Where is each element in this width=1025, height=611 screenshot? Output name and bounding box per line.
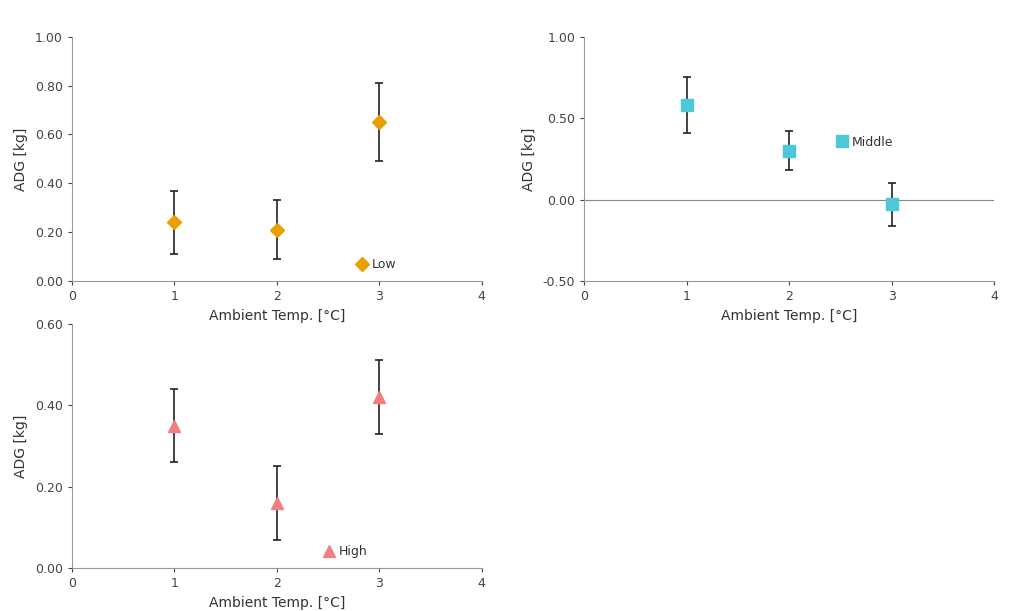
Line: Middle: Middle [682, 100, 897, 210]
Low [168, 219, 180, 226]
Legend: High: High [324, 545, 368, 558]
Middle [886, 201, 898, 208]
Y-axis label: ADG [kg]: ADG [kg] [522, 127, 536, 191]
Y-axis label: ADG [kg]: ADG [kg] [13, 127, 28, 191]
High [168, 422, 180, 430]
Middle [783, 147, 795, 155]
Y-axis label: ADG [kg]: ADG [kg] [13, 414, 28, 478]
Line: Low: Low [169, 117, 384, 235]
Legend: Low: Low [357, 258, 397, 271]
X-axis label: Ambient Temp. [°C]: Ambient Temp. [°C] [208, 309, 345, 323]
Middle [681, 101, 693, 109]
X-axis label: Ambient Temp. [°C]: Ambient Temp. [°C] [208, 596, 345, 610]
Low [373, 119, 385, 126]
High [271, 499, 283, 507]
High [373, 393, 385, 401]
Legend: Middle: Middle [836, 136, 893, 149]
Line: High: High [169, 392, 384, 508]
X-axis label: Ambient Temp. [°C]: Ambient Temp. [°C] [721, 309, 858, 323]
Low [271, 226, 283, 233]
